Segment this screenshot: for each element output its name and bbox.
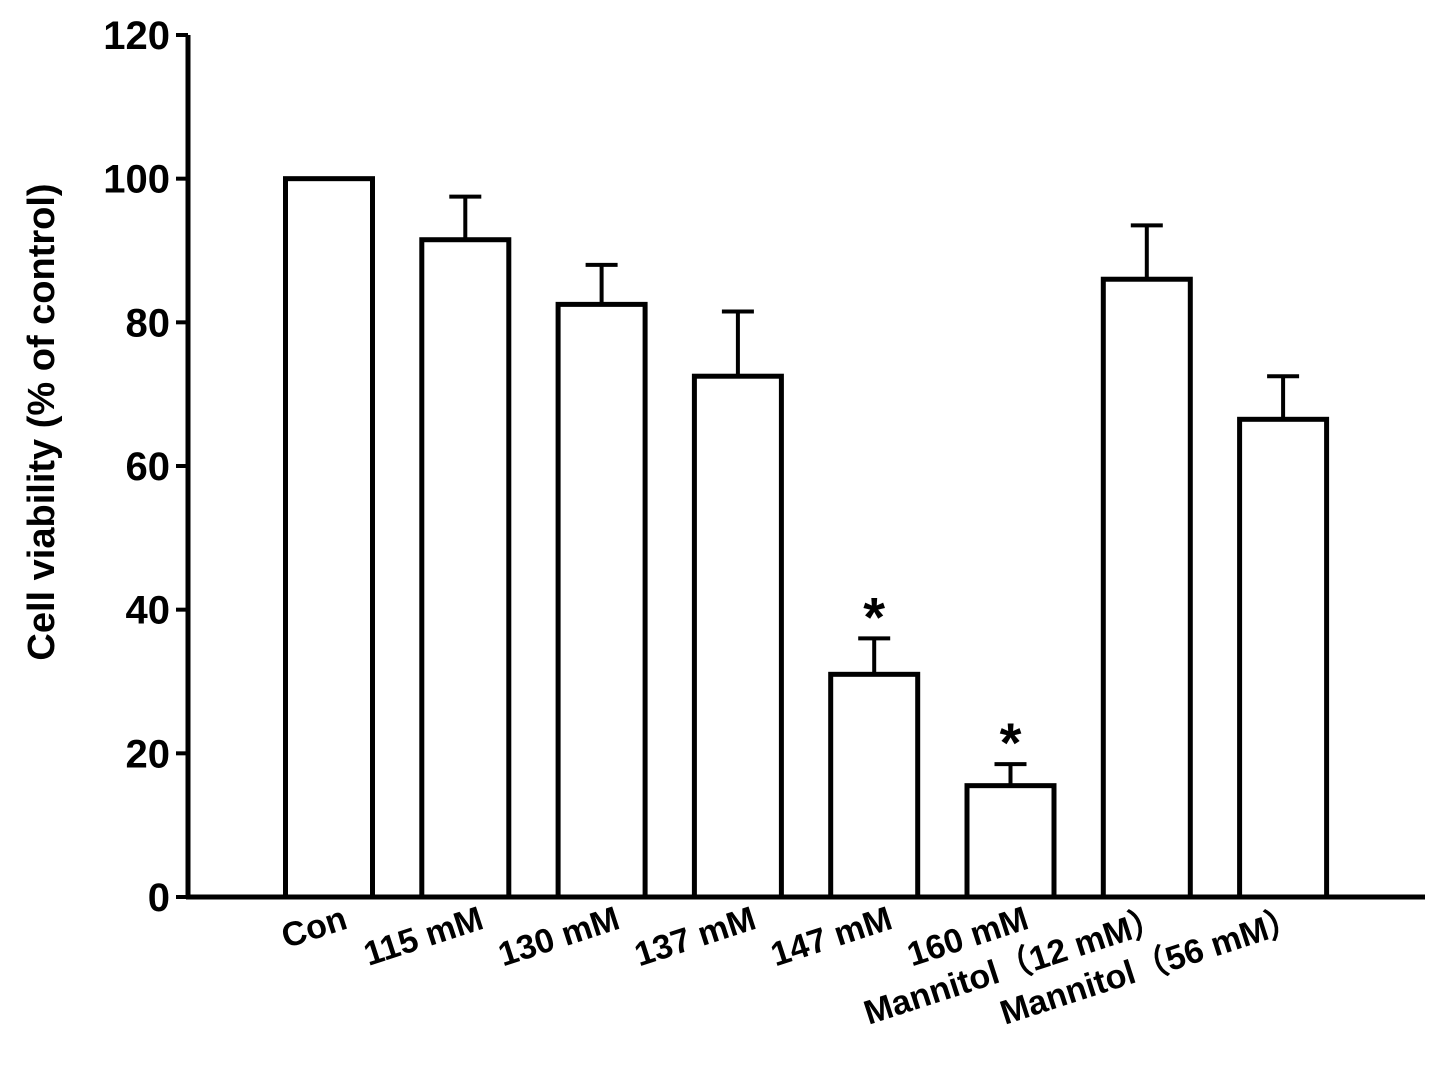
y-tick-label: 100 [103,158,170,202]
y-axis-label: Cell viability (% of control) [21,183,63,660]
bar [828,671,921,900]
bar [1237,416,1330,900]
y-tick-label: 60 [126,445,171,489]
x-tick-label: 130 mM [494,899,624,974]
x-tick-label: Con [277,899,352,956]
bar [283,176,375,900]
y-ticks: 0 20 40 60 80 100 120 [103,14,188,920]
bars: ** [283,176,1330,900]
x-tick-label: 147 mM [766,899,896,974]
bar [964,783,1057,900]
x-tick-label: 115 mM [359,899,488,973]
y-tick-label: 80 [126,301,171,345]
significance-marker: * [863,585,885,648]
y-tick-label: 20 [126,732,171,776]
bar [419,237,512,900]
y-tick-label: 0 [148,876,170,920]
bar [555,301,648,900]
x-tick-label: 137 mM [630,899,760,974]
x-ticks: Con 115 mM 130 mM 137 mM 147 mM 160 mMMannito… [277,899,1306,1033]
bar [691,373,784,900]
y-tick-label: 120 [103,14,170,58]
y-tick-label: 40 [126,589,171,633]
significance-marker: * [1000,711,1022,774]
bar [1100,276,1193,900]
